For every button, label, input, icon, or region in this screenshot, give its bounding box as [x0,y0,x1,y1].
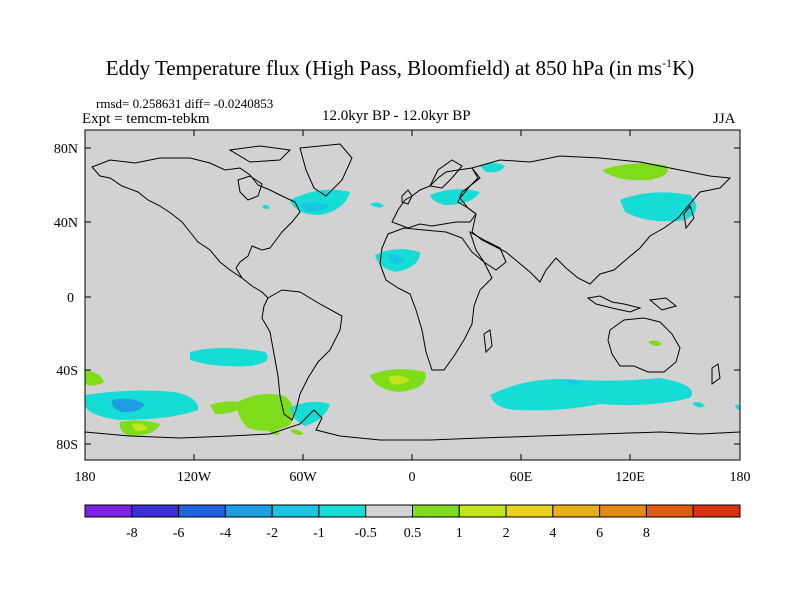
anomaly-patches [85,163,740,436]
lat-ticks [85,147,740,445]
lon-label: 180 [75,470,96,485]
colorbar-label: -1 [313,526,325,541]
period-label: 12.0kyr BP - 12.0kyr BP [322,108,471,124]
colorbar-box [692,504,741,518]
lon-labels: 180 120W 60W 0 60E 120E 180 [75,470,751,485]
coast-hudson-bay [237,175,263,201]
anomaly-patch [262,204,270,210]
colorbar-box [84,504,133,518]
title-text: Eddy Temperature flux (High Pass, Bloomf… [105,56,663,80]
colorbar-box [271,504,320,518]
coast-antarctica [84,409,741,441]
colorbar-label: -6 [173,526,185,541]
anomaly-patch [370,202,384,208]
colorbar-box [505,504,554,518]
anomaly-patch [111,398,145,413]
colorbar-label: 1 [456,526,463,541]
coast-arctic-islands [228,145,292,163]
anomaly-patch [190,348,268,367]
lat-label: 80S [56,438,78,453]
coast-scandinavia [429,159,463,189]
coast-uk [401,189,413,205]
anomaly-patch [565,379,580,386]
colorbar-box [458,504,507,518]
anomaly-patch [388,375,410,385]
colorbar-label: 0.5 [404,526,422,541]
colorbar-box [412,504,460,518]
colorbar-box [552,504,601,518]
plot-title: Eddy Temperature flux (High Pass, Bloomf… [0,56,800,81]
anomaly-patch [692,402,705,408]
coast-asia [459,155,732,285]
coast-greenland [299,143,353,197]
coast-north-america [91,157,301,279]
experiment-label: Expt = temcm-tebkm [82,111,210,127]
colorbar-label: -4 [220,526,232,541]
coast-new-guinea [648,297,678,311]
lat-labels: 80N 40N 0 40S 80S [54,142,78,453]
colorbar-box [318,504,367,518]
lon-label: 120W [177,470,212,485]
colorbar-label: -0.5 [355,526,377,541]
anomaly-patch [735,404,740,410]
colorbar [84,504,741,518]
anomaly-patch [85,370,104,386]
anomaly-patch [237,394,294,431]
anomaly-patch [490,378,692,411]
title-unit-end: K) [672,56,695,80]
colorbar-label: 2 [503,526,510,541]
colorbar-labels: -8 -6 -4 -2 -1 -0.5 0.5 1 2 4 6 8 [126,526,650,541]
lon-label: 120E [615,470,645,485]
anomaly-patch [648,340,662,347]
coast-indonesia [586,295,642,313]
anomaly-patch [132,423,148,432]
lon-label: 60E [510,470,533,485]
lat-label: 0 [67,291,74,306]
coast-central-america [241,277,269,299]
colorbar-label: -2 [266,526,278,541]
colorbar-label: 8 [643,526,650,541]
anomaly-patch [430,189,480,205]
lat-label: 40S [56,364,78,379]
lat-label: 80N [54,142,78,157]
anomaly-patch [300,202,330,212]
coast-new-zealand [711,363,721,385]
coast-japan [683,204,695,230]
colorbar-box [131,504,180,518]
colorbar-box [645,504,694,518]
lon-ticks [84,130,741,460]
coast-arabia [469,230,507,271]
lon-label: 0 [409,470,416,485]
coast-south-america [261,289,343,421]
colorbar-box [224,504,273,518]
lon-label: 180 [730,470,751,485]
colorbar-box [178,504,226,518]
anomaly-patch [602,163,668,181]
colorbar-box [365,504,414,518]
season-label: JJA [713,111,736,127]
anomaly-patch [210,401,245,414]
lat-label: 40N [54,216,78,231]
title-unit-sup: -1 [662,56,673,70]
colorbar-box [599,504,647,518]
anomaly-patch [480,163,505,173]
lon-label: 60W [289,470,317,485]
colorbar-label: 6 [596,526,603,541]
anomaly-patch [620,192,697,222]
coast-madagascar [483,329,493,354]
anomaly-patch [290,429,304,435]
coast-australia [607,317,681,373]
colorbar-label: 4 [549,526,556,541]
rmsd-diff-stats: rmsd= 0.258631 diff= -0.0240853 [96,96,274,111]
coast-africa [379,227,493,371]
coastlines [84,143,741,441]
anomaly-patch [388,254,405,264]
colorbar-label: -8 [126,526,138,541]
